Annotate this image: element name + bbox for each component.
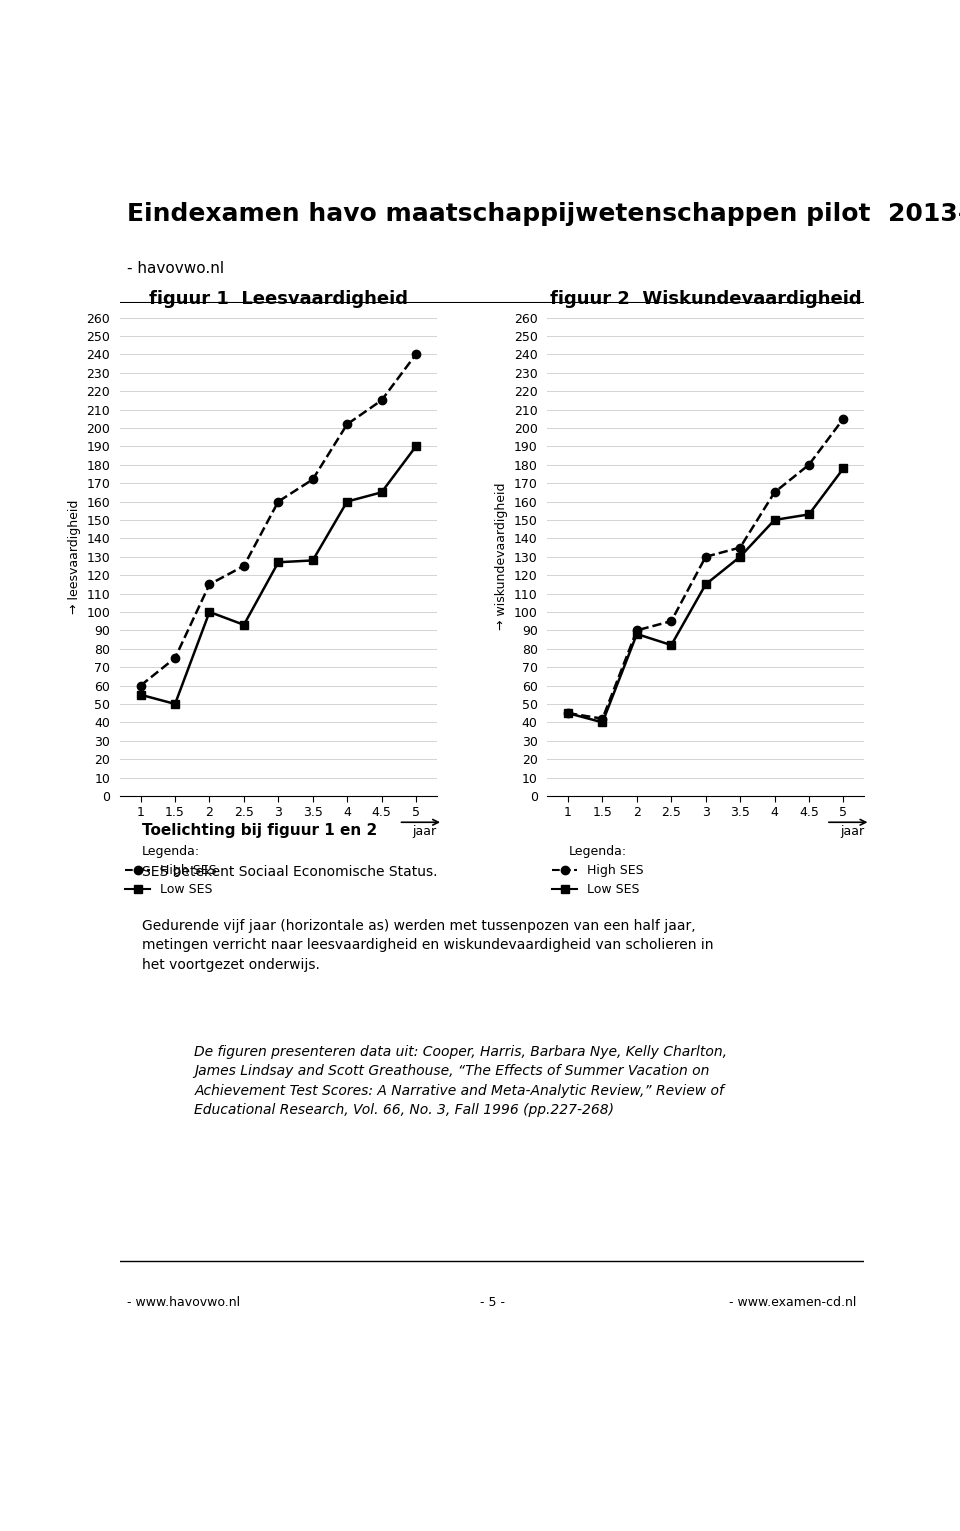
Title: figuur 2  Wiskundevaardigheid: figuur 2 Wiskundevaardigheid bbox=[550, 289, 861, 308]
Text: Gedurende vijf jaar (horizontale as) werden met tussenpozen van een half jaar,
m: Gedurende vijf jaar (horizontale as) wer… bbox=[142, 919, 714, 972]
Text: - havovwo.nl: - havovwo.nl bbox=[128, 262, 225, 277]
Text: SES betekent Sociaal Economische Status.: SES betekent Sociaal Economische Status. bbox=[142, 865, 438, 879]
Y-axis label: → wiskundevaardigheid: → wiskundevaardigheid bbox=[495, 482, 508, 631]
Legend: High SES, Low SES: High SES, Low SES bbox=[120, 839, 222, 902]
Text: - www.examen-cd.nl: - www.examen-cd.nl bbox=[730, 1297, 856, 1309]
Text: Eindexamen havo maatschappijwetenschappen pilot  2013-II: Eindexamen havo maatschappijwetenschappe… bbox=[128, 202, 960, 225]
Legend: High SES, Low SES: High SES, Low SES bbox=[547, 839, 649, 902]
Text: - 5 -: - 5 - bbox=[479, 1297, 505, 1309]
Title: figuur 1  Leesvaardigheid: figuur 1 Leesvaardigheid bbox=[149, 289, 408, 308]
Text: jaar: jaar bbox=[840, 825, 864, 837]
Text: De figuren presenteren data uit: Cooper, Harris, Barbara Nye, Kelly Charlton,
Ja: De figuren presenteren data uit: Cooper,… bbox=[194, 1044, 728, 1118]
Text: Toelichting bij figuur 1 en 2: Toelichting bij figuur 1 en 2 bbox=[142, 822, 377, 837]
Text: - www.havovwo.nl: - www.havovwo.nl bbox=[128, 1297, 241, 1309]
Text: jaar: jaar bbox=[413, 825, 437, 837]
Y-axis label: → leesvaardigheid: → leesvaardigheid bbox=[68, 499, 81, 614]
